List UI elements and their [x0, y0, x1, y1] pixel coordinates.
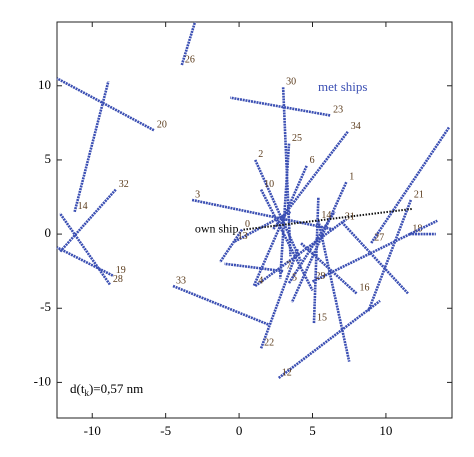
ship-track [290, 181, 348, 303]
y-tick-label: 5 [45, 151, 52, 166]
ship-label: 32 [119, 179, 129, 190]
ship-track [56, 246, 114, 277]
ship-track [180, 21, 197, 66]
ship-track [56, 77, 155, 132]
ship-label: 23 [333, 105, 343, 116]
ship-track [340, 221, 409, 295]
ship-track [58, 188, 117, 253]
y-tick-label: 10 [38, 77, 51, 92]
ship-label: 31 [345, 212, 355, 223]
ship-track [287, 211, 336, 284]
ship-track [259, 189, 314, 292]
ship-label: 16 [360, 283, 370, 294]
ship-label: 7 [286, 260, 291, 271]
ship-label: 25 [292, 133, 302, 144]
ship-track [311, 219, 438, 283]
y-tick-label: -10 [34, 373, 51, 388]
ship-label: 15 [317, 312, 327, 323]
ship-label: 3 [195, 189, 200, 200]
x-tick-label: 0 [236, 423, 243, 438]
x-tick-label: 5 [309, 423, 316, 438]
own-ship-track [243, 207, 413, 231]
ship-track [218, 228, 244, 263]
ship-label: 14 [78, 201, 88, 212]
own-ship-label: own ship [195, 221, 239, 235]
ship-label: 22 [264, 338, 274, 349]
ship-label: 18 [412, 223, 422, 234]
ship-label: 10 [264, 179, 274, 190]
ship-label: 21 [414, 189, 424, 200]
ship-track [254, 218, 348, 288]
ship-track [312, 196, 320, 324]
ship-label: 20 [157, 120, 167, 131]
ship-label: 2 [258, 149, 263, 160]
y-tick-label: 0 [45, 225, 52, 240]
ship-label: 33 [176, 275, 186, 286]
x-tick-label: 10 [379, 423, 392, 438]
distance-text: )=0,57 nm [89, 381, 143, 396]
ship-track [370, 126, 451, 244]
ship-label: 14 [321, 210, 331, 221]
ship-label: 30 [286, 77, 296, 88]
met-ships-label: met ships [318, 79, 367, 94]
ship-track [73, 81, 110, 213]
ship-label: 12 [282, 367, 292, 378]
ship-label: 0 [245, 219, 250, 230]
distance-text: d(t [70, 381, 85, 396]
ship-label: 27 [374, 232, 384, 243]
ship-track [58, 212, 111, 286]
ship-track [317, 220, 351, 362]
ship-label: 26 [185, 54, 195, 65]
ship-track [224, 262, 284, 273]
x-tick-label: -10 [84, 423, 101, 438]
ship-label: 34 [351, 121, 361, 132]
ship-label: 13 [238, 231, 248, 242]
ship-track [254, 159, 302, 262]
ship-label: 29 [316, 271, 326, 282]
ship-label: 19 [116, 265, 126, 276]
y-tick-label: -5 [40, 299, 51, 314]
ship-track [367, 199, 413, 312]
x-tick-label: -5 [160, 423, 171, 438]
plot-frame [56, 21, 453, 419]
ship-label: 1 [349, 171, 354, 182]
ship-track [278, 143, 291, 279]
ship-label: 5 [292, 272, 297, 283]
ship-label: 6 [310, 155, 315, 166]
ship-track [259, 248, 300, 349]
ship-track [277, 299, 381, 379]
ship-label: 4 [258, 275, 263, 286]
distance-label: d(tk)=0,57 nm [70, 381, 143, 398]
ship-track [230, 96, 331, 117]
ship-label: 28 [113, 274, 123, 285]
ship-track [172, 284, 269, 326]
distance-subscript: k [84, 388, 89, 398]
ship-track [191, 198, 335, 231]
